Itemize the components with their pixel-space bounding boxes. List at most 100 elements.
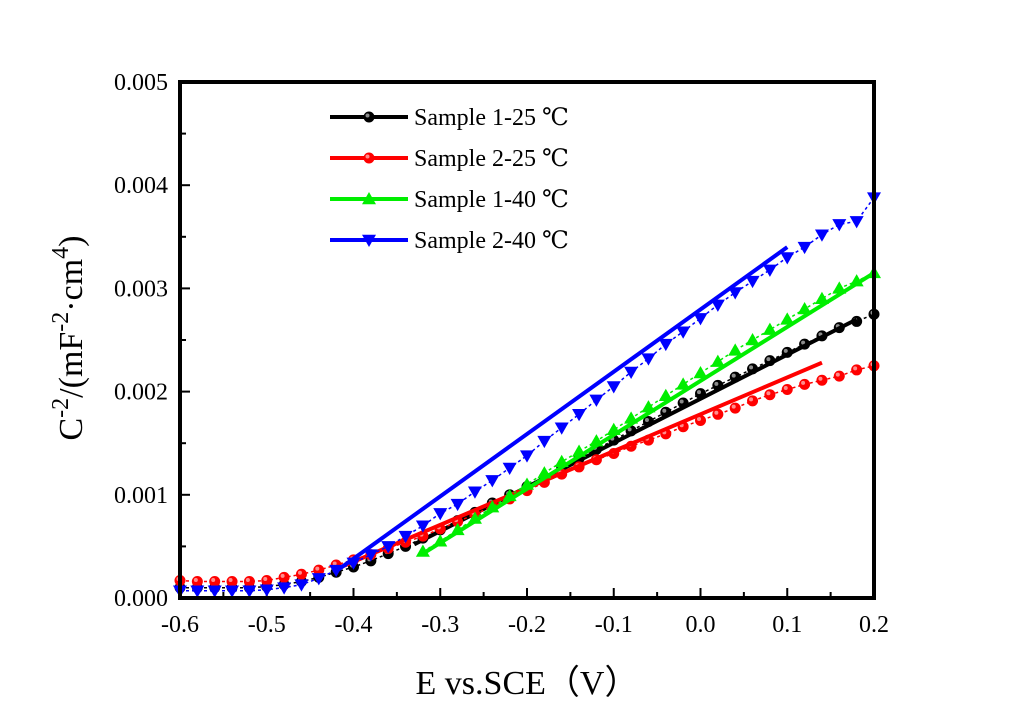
legend-swatch-marker	[363, 111, 375, 123]
data-point	[799, 378, 811, 390]
legend-label: Sample 1-40 ℃	[414, 187, 569, 213]
data-point	[502, 462, 517, 475]
data-point	[710, 299, 725, 312]
y-tick-label: 0.001	[114, 483, 168, 509]
series-layer	[173, 192, 881, 598]
data-point	[277, 582, 292, 595]
data-point	[816, 374, 828, 386]
series-2	[174, 360, 880, 587]
x-tick-label: -0.4	[335, 612, 373, 638]
data-point	[833, 370, 845, 382]
data-point	[295, 568, 307, 580]
data-point	[450, 498, 465, 512]
data-point	[747, 395, 759, 407]
data-point	[728, 287, 743, 300]
data-point	[814, 229, 829, 242]
data-point	[693, 313, 708, 326]
data-point	[676, 326, 691, 339]
data-point	[537, 435, 552, 449]
y-tick-label: 0.002	[114, 380, 168, 406]
data-point	[832, 219, 847, 232]
data-point	[467, 486, 482, 499]
series-4	[173, 192, 881, 598]
data-point	[658, 388, 673, 401]
y-axis-ticks: 0.000 0.001 0.002 0.003 0.004 0.005	[114, 70, 190, 612]
data-point	[762, 264, 777, 277]
data-point	[764, 389, 776, 401]
data-point	[624, 366, 639, 379]
data-point	[676, 377, 691, 390]
data-point	[554, 422, 569, 435]
data-point	[762, 322, 777, 335]
y-tick-label: 0.003	[114, 276, 168, 302]
data-point	[261, 574, 273, 586]
data-point	[520, 450, 534, 463]
legend-label: Sample 1-25 ℃	[414, 105, 569, 131]
data-point	[849, 216, 864, 229]
data-point	[381, 541, 396, 554]
data-point	[745, 275, 760, 289]
data-point	[780, 312, 795, 325]
data-point	[225, 585, 240, 598]
data-point	[398, 530, 413, 544]
y-axis-title: C-2/(mF-2·cm4)	[48, 236, 90, 441]
data-point	[415, 520, 430, 533]
x-tick-label: -0.5	[248, 612, 286, 638]
data-point	[242, 585, 257, 598]
x-tick-label: -0.1	[595, 612, 633, 638]
data-point	[780, 252, 795, 265]
data-point	[693, 366, 708, 379]
data-point	[433, 508, 448, 521]
legend-label: Sample 2-40 ℃	[414, 228, 569, 254]
series-line	[179, 365, 875, 583]
y-tick-label: 0.005	[114, 70, 168, 96]
legend-swatch-marker	[362, 234, 376, 247]
data-point	[745, 333, 760, 346]
linear-fit-line	[334, 245, 789, 573]
data-point	[797, 241, 812, 255]
data-point	[259, 584, 274, 597]
x-tick-label: 0.1	[772, 612, 802, 638]
linear-fit-line	[421, 271, 876, 556]
x-tick-label: -0.6	[161, 612, 199, 638]
legend: Sample 1-25 ℃ Sample 2-25 ℃ Sample 1-40 ℃ S…	[330, 105, 569, 254]
data-point	[641, 353, 656, 366]
data-point	[572, 409, 587, 422]
data-point	[209, 575, 221, 587]
series-3	[415, 265, 881, 557]
data-point	[207, 585, 222, 598]
data-point	[851, 364, 863, 376]
legend-item: Sample 1-40 ℃	[330, 187, 569, 213]
legend-swatch-marker	[362, 192, 376, 205]
data-point	[363, 549, 378, 562]
data-point	[797, 302, 812, 315]
x-tick-label: -0.3	[421, 612, 459, 638]
y-tick-label: 0.000	[114, 586, 168, 612]
data-point	[190, 585, 205, 598]
x-tick-label: -0.2	[508, 612, 546, 638]
data-point	[589, 394, 604, 407]
legend-item: Sample 1-25 ℃	[330, 105, 569, 131]
data-point	[311, 573, 326, 586]
x-tick-label: 0.2	[859, 612, 889, 638]
data-point	[243, 575, 255, 587]
data-point	[710, 354, 725, 367]
data-point	[606, 381, 621, 394]
data-point	[226, 575, 238, 587]
data-point	[712, 408, 724, 420]
data-point	[278, 571, 290, 583]
legend-item: Sample 2-25 ℃	[330, 146, 569, 172]
legend-item: Sample 2-40 ℃	[330, 228, 569, 254]
y-tick-label: 0.004	[114, 173, 168, 199]
legend-swatch-marker	[363, 152, 375, 164]
data-point	[658, 338, 673, 352]
data-point	[191, 575, 203, 587]
data-point	[485, 475, 500, 488]
data-point	[729, 402, 741, 414]
plot-frame	[178, 80, 876, 600]
legend-label: Sample 2-25 ℃	[414, 146, 569, 172]
x-axis-title: E vs.SCE（V）	[416, 664, 639, 702]
linear-fit-line	[335, 360, 823, 571]
x-tick-label: 0.0	[686, 612, 716, 638]
